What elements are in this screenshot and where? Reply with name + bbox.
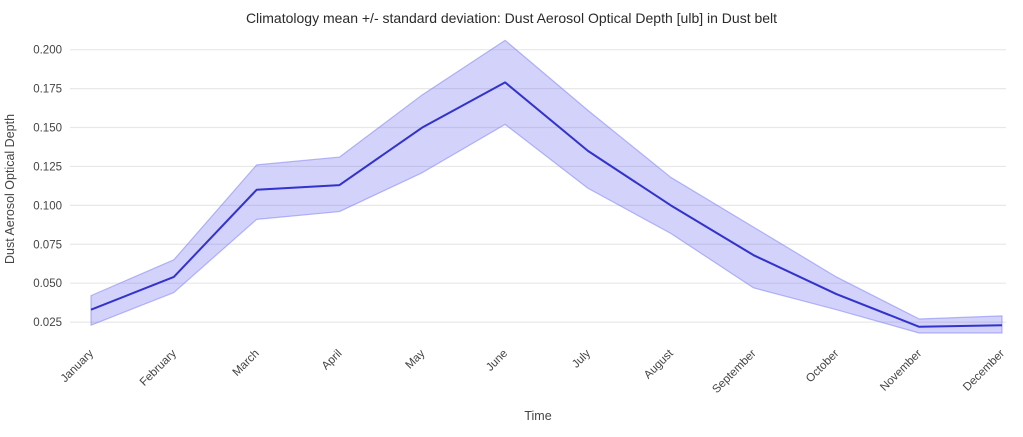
y-tick-label: 0.175 (33, 84, 62, 96)
y-tick-label: 0.200 (33, 45, 62, 57)
y-axis-title: Dust Aerosol Optical Depth (3, 114, 17, 264)
std-band (90, 39, 1003, 334)
x-tick-label: April (320, 348, 345, 373)
x-axis-title: Time (524, 409, 551, 423)
x-tick-label: March (231, 348, 262, 379)
x-tick-label: January (59, 347, 97, 385)
x-tick-label: September (710, 348, 758, 396)
y-tick-label: 0.100 (33, 200, 62, 212)
chart-title: Climatology mean +/- standard deviation:… (245, 10, 778, 26)
x-tick-label: February (138, 347, 179, 388)
x-tick-label: November (878, 348, 924, 394)
x-tick-label: October (804, 348, 842, 386)
y-tick-label: 0.025 (33, 317, 62, 329)
x-tick-label: May (404, 347, 428, 371)
y-tick-label: 0.075 (33, 239, 62, 251)
x-tick-label: July (570, 347, 593, 370)
y-tick-label: 0.150 (33, 123, 62, 135)
x-tick-label: August (642, 347, 676, 381)
mean-line (90, 81, 1003, 328)
x-tick-label: June (484, 348, 510, 374)
x-tick-label: December (961, 348, 1007, 394)
plot-canvas[interactable]: 0.025 0.050 0.075 0.100 0.125 0.150 0.175 0.200… (0, 30, 1023, 437)
y-tick-label: 0.050 (33, 278, 62, 290)
y-tick-label: 0.125 (33, 161, 62, 173)
